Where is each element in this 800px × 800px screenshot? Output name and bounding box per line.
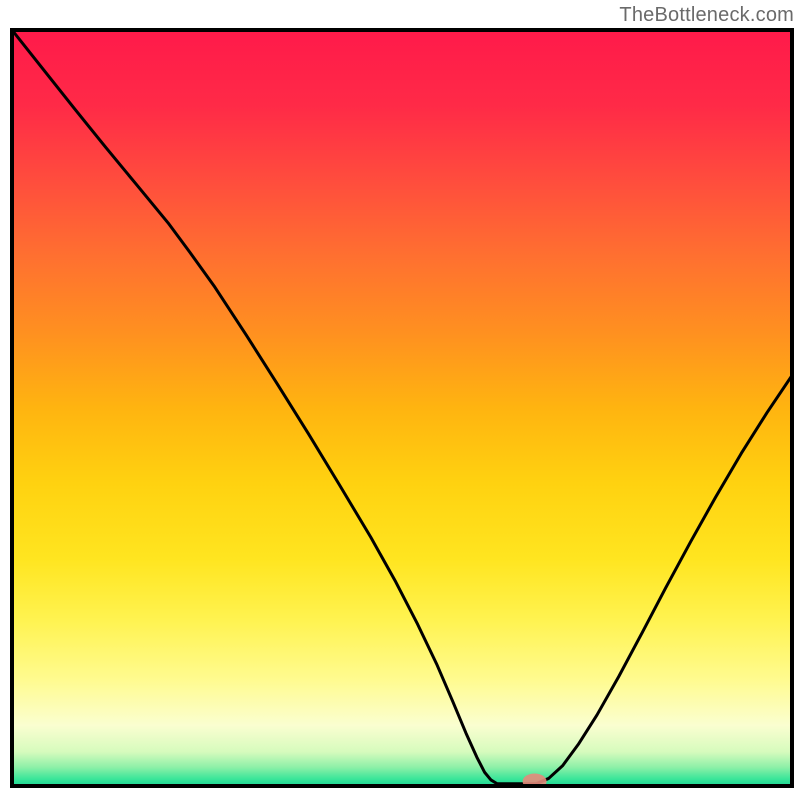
bottleneck-chart (0, 0, 800, 800)
chart-container: TheBottleneck.com (0, 0, 800, 800)
watermark-label: TheBottleneck.com (619, 4, 794, 27)
plot-background (12, 30, 792, 786)
